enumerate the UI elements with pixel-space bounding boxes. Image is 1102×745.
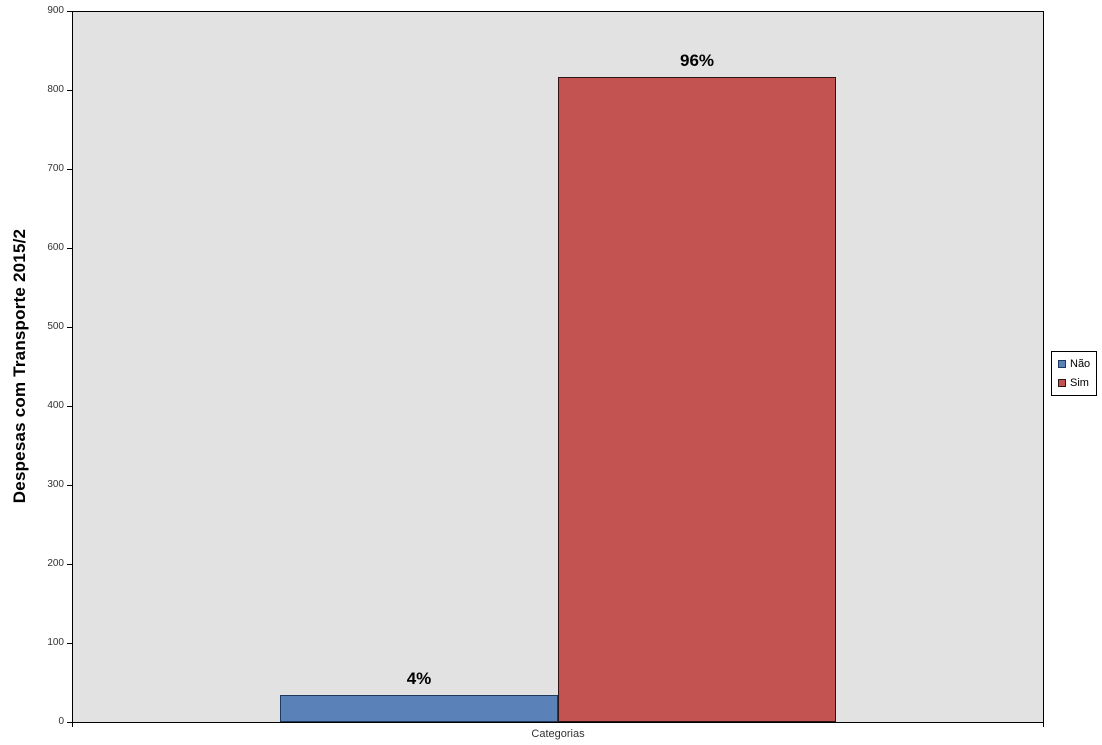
y-tick-label: 200 [47,558,64,569]
y-tick-mark [67,11,72,12]
bar-label-sim: 96% [679,51,715,70]
y-tick-mark [67,169,72,170]
x-tick-mark [72,722,73,727]
y-tick-label: 100 [47,637,64,648]
y-tick-label: 500 [47,321,64,332]
bar-sim[interactable] [558,77,836,722]
y-tick-mark [67,248,72,249]
legend-swatch-nao [1058,360,1066,368]
y-tick-mark [67,564,72,565]
legend-label-nao: Não [1070,358,1091,370]
y-tick-mark [67,90,72,91]
y-tick-mark [67,643,72,644]
y-tick-label: 600 [47,242,64,253]
legend-label-sim: Sim [1070,377,1089,389]
y-tick-label: 300 [47,479,64,490]
y-tick-label: 0 [58,716,64,727]
bar-label-nao: 4% [406,669,432,688]
y-tick-label: 400 [47,400,64,411]
y-tick-label: 900 [47,5,64,16]
y-tick-mark [67,406,72,407]
y-tick-label: 800 [47,84,64,95]
y-axis-title: Despesas com Transporte 2015/2 [10,228,29,504]
y-tick-mark [67,485,72,486]
y-tick-mark [67,722,72,723]
legend-item-nao[interactable]: Não [1058,358,1090,370]
legend-item-sim[interactable]: Sim [1058,377,1090,389]
x-tick-mark [1043,722,1044,727]
x-axis-label: Categorias [531,728,585,740]
bar-nao[interactable] [280,695,558,722]
y-tick-mark [67,327,72,328]
legend[interactable]: Não Sim [1051,351,1098,396]
legend-swatch-sim [1058,379,1066,387]
y-tick-label: 700 [47,163,64,174]
